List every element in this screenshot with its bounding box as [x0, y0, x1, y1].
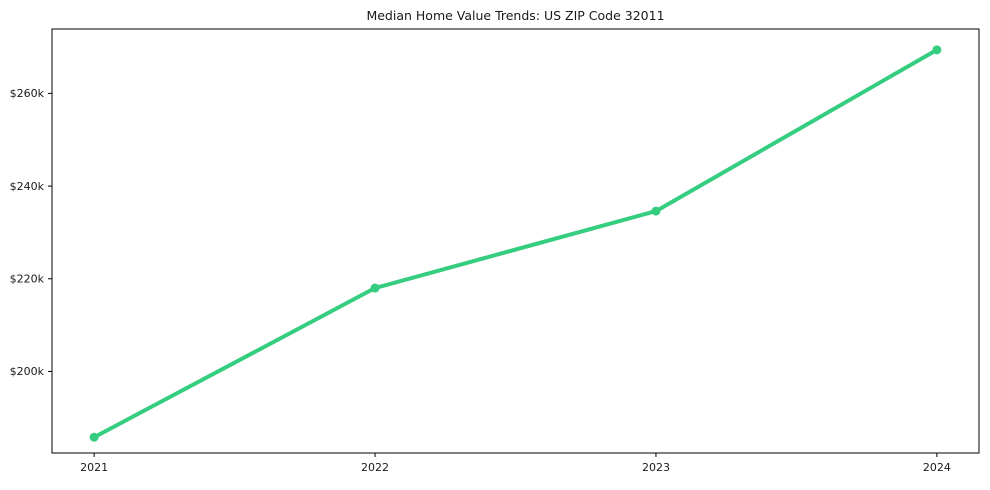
y-tick-label: $240k	[10, 180, 45, 193]
y-tick-label: $220k	[10, 272, 45, 285]
plot-area: 2021 2022 2023 2024 $200k $220k $240k $260k	[10, 28, 980, 474]
data-point	[932, 45, 942, 55]
x-tick-label: 2022	[361, 461, 389, 474]
data-point	[651, 206, 661, 216]
data-point	[89, 432, 99, 442]
x-tick-label: 2024	[923, 461, 951, 474]
y-tick-label: $200k	[10, 365, 45, 378]
data-point	[370, 283, 380, 293]
trend-line	[92, 47, 939, 440]
chart-title: Median Home Value Trends: US ZIP Code 32…	[366, 8, 664, 23]
axis-frame	[51, 28, 980, 454]
x-tick-label: 2021	[80, 461, 108, 474]
y-tick-label: $260k	[10, 87, 45, 100]
x-tick-label: 2023	[642, 461, 670, 474]
